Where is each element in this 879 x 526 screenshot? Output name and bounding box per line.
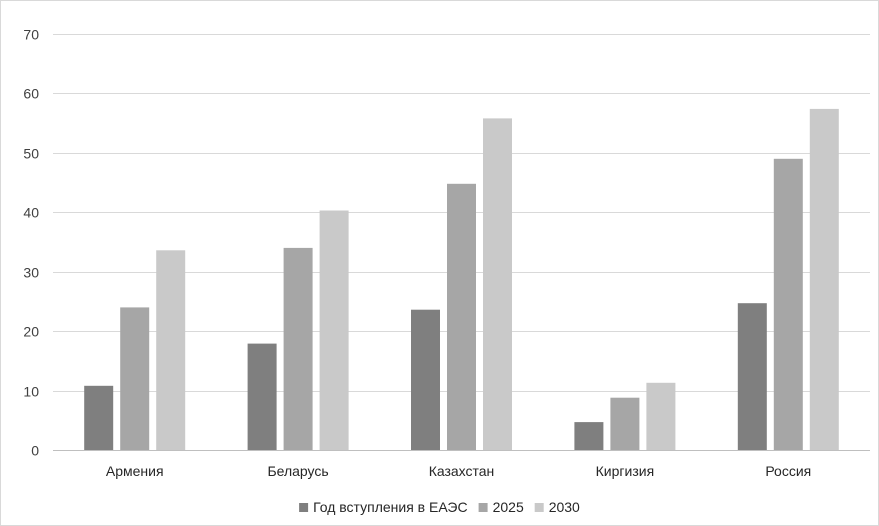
legend-item-0: Год вступления в ЕАЭС	[299, 499, 468, 515]
x-category-label: Армения	[106, 463, 164, 479]
y-tick-label: 20	[23, 324, 39, 340]
y-tick-label: 40	[23, 205, 39, 221]
x-category-label: Беларусь	[267, 463, 328, 479]
legend-label: Год вступления в ЕАЭС	[313, 499, 467, 515]
legend-label: 2025	[493, 499, 524, 515]
x-axis-labels: Армения Беларусь Казахстан Киргизия Россия	[106, 463, 811, 479]
y-tick-label: 30	[23, 265, 39, 281]
bars	[84, 108, 839, 451]
bar-4-1	[773, 158, 803, 451]
bar-2-2	[483, 118, 512, 451]
x-category-label: Киргизия	[596, 463, 655, 479]
bar-3-1	[610, 397, 640, 450]
legend-swatch	[478, 503, 488, 512]
y-tick-label: 10	[23, 384, 39, 400]
y-tick-label: 70	[23, 27, 39, 43]
bar-4-0	[737, 303, 767, 450]
legend-swatch	[299, 503, 309, 512]
bar-2-0	[411, 309, 440, 450]
bar-1-1	[283, 247, 313, 450]
bar-0-2	[156, 250, 186, 450]
bar-3-0	[574, 422, 604, 450]
x-category-label: Казахстан	[429, 463, 495, 479]
legend: Год вступления в ЕАЭС 2025 2030	[299, 499, 580, 515]
bar-0-1	[120, 307, 150, 450]
bar-2-1	[447, 183, 476, 451]
bar-1-2	[319, 210, 349, 450]
bar-1-0	[247, 343, 277, 450]
legend-label: 2030	[549, 499, 580, 515]
y-tick-label: 50	[23, 146, 39, 162]
legend-item-1: 2025	[478, 499, 524, 515]
y-tick-label: 0	[31, 443, 39, 459]
y-axis-labels: 0 10 20 30 40 50 60 70	[23, 27, 39, 459]
x-category-label: Россия	[765, 463, 811, 479]
bar-0-0	[84, 385, 114, 450]
bar-4-2	[809, 108, 839, 451]
legend-item-2: 2030	[534, 499, 580, 515]
y-tick-label: 60	[23, 86, 39, 102]
bar-3-2	[646, 382, 676, 450]
legend-swatch	[534, 503, 544, 512]
